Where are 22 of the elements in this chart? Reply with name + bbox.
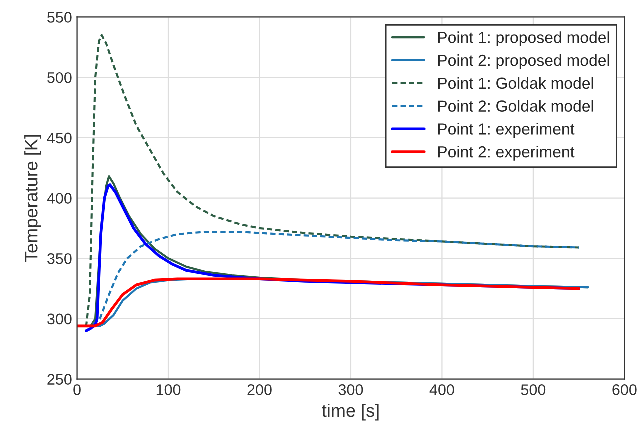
x-tick-label: 500 — [521, 384, 546, 396]
y-tick-label: 500 — [48, 72, 72, 84]
x-tick-label: 400 — [430, 384, 454, 396]
x-axis-title: time [s] — [322, 404, 379, 421]
x-tick-label: 600 — [612, 384, 637, 396]
x-tick-label: 300 — [338, 384, 364, 396]
y-tick-label: 400 — [47, 193, 72, 204]
y-tick-label: 450 — [47, 132, 72, 144]
legend-label: Point 1: experiment — [438, 123, 575, 138]
y-axis-title: Temperature [K] — [24, 135, 42, 262]
legend-label: Point 2: proposed model — [438, 54, 610, 70]
y-tick-label: 350 — [48, 253, 72, 264]
y-tick-label: 550 — [48, 12, 72, 23]
legend-label: Point 2: experiment — [438, 146, 575, 161]
y-tick-label: 300 — [48, 314, 72, 325]
legend-label: Point 2: Goldak model — [438, 100, 594, 112]
x-tick-label: 200 — [248, 384, 272, 396]
x-tick-label: 0 — [74, 384, 81, 396]
y-tick-label: 250 — [48, 374, 72, 385]
legend-label: Point 1: proposed model — [438, 32, 610, 47]
legend-label: Point 1: Goldak model — [438, 77, 594, 90]
x-tick-label: 100 — [156, 384, 181, 396]
